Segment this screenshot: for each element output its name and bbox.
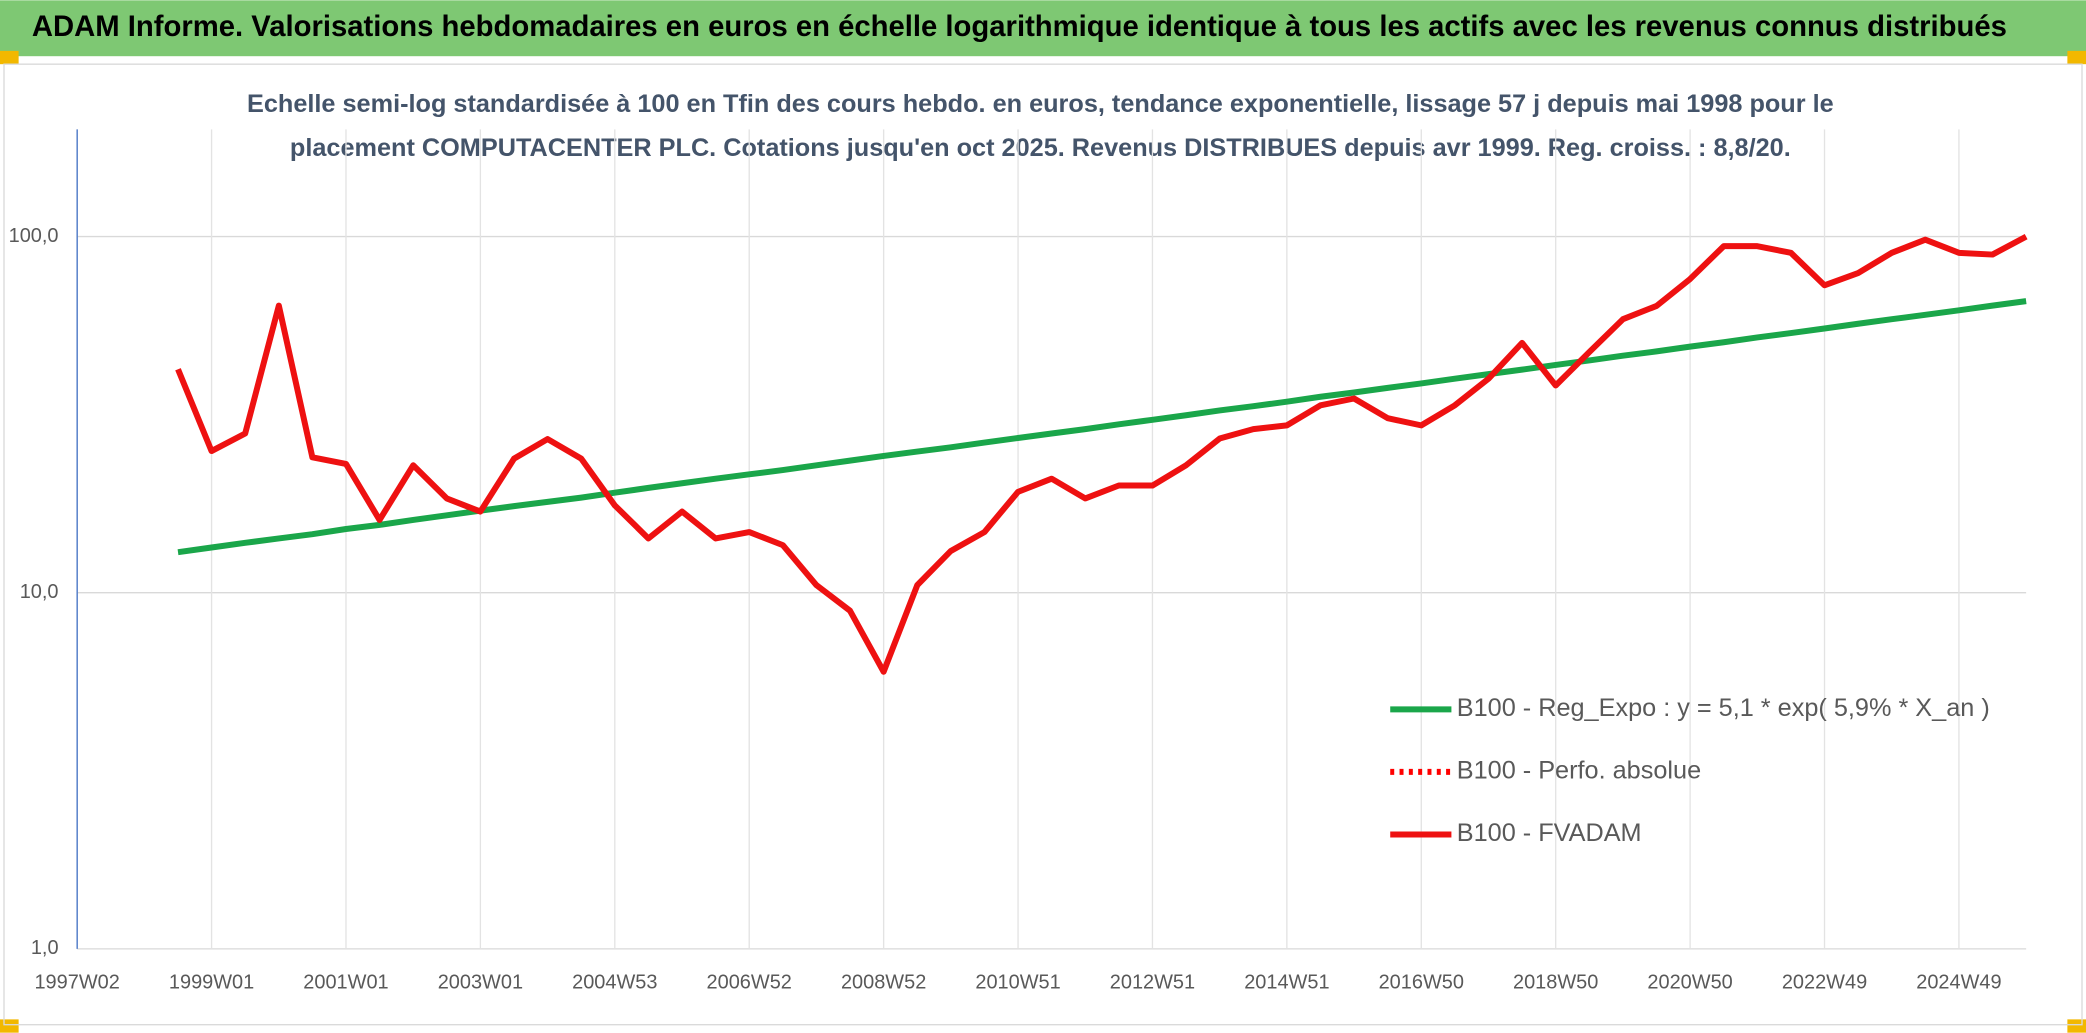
x-tick-label: 2006W52	[707, 972, 792, 994]
legend-label: B100 - FVADAM	[1457, 819, 1642, 847]
x-tick-label: 1999W01	[169, 972, 254, 994]
legend-label: B100 - Perfo. absolue	[1457, 757, 1701, 785]
y-tick-label: 10,0	[20, 581, 59, 603]
corner	[0, 50, 19, 65]
x-tick-label: 2001W01	[303, 972, 388, 994]
y-tick-label: 1,0	[31, 937, 59, 959]
x-tick-label: 2004W53	[572, 972, 657, 994]
chart-title: placement COMPUTACENTER PLC. Cotations j…	[290, 134, 1791, 162]
x-tick-label: 2024W49	[1916, 972, 2001, 994]
plot: 1,0 10,0 100,0 1997W02 1999W01 2001W01 2003W01…	[9, 129, 2028, 994]
series-line	[177, 298, 2027, 556]
x-tick-label: 2020W50	[1647, 972, 1732, 994]
y-tick-label: 100,0	[9, 225, 59, 247]
series-line	[175, 233, 2028, 675]
x-tick-label: 1997W02	[34, 972, 119, 994]
corner	[2067, 50, 2086, 65]
x-tick-label: 2003W01	[438, 972, 523, 994]
chart-title: Echelle semi-log standardisée à 100 en T…	[247, 90, 1834, 118]
x-tick-label: 2022W49	[1782, 972, 1867, 994]
legend-label: B100 - Reg_Expo : y = 5,1 * exp( 5,9% * …	[1457, 694, 1990, 722]
x-tick-label: 2008W52	[841, 972, 926, 994]
header-banner	[0, 0, 2086, 57]
x-tick-label: 2018W50	[1513, 972, 1598, 994]
chart-border	[3, 63, 2083, 1026]
corner	[0, 1019, 19, 1033]
x-tick-label: 2016W50	[1379, 972, 1464, 994]
x-tick-label: 2012W51	[1110, 972, 1195, 994]
x-tick-label: 2010W51	[975, 972, 1060, 994]
header-title: ADAM Informe. Valorisations hebdomadaire…	[32, 11, 2007, 43]
x-tick-label: 2014W51	[1244, 972, 1329, 994]
corner	[2067, 1019, 2086, 1033]
